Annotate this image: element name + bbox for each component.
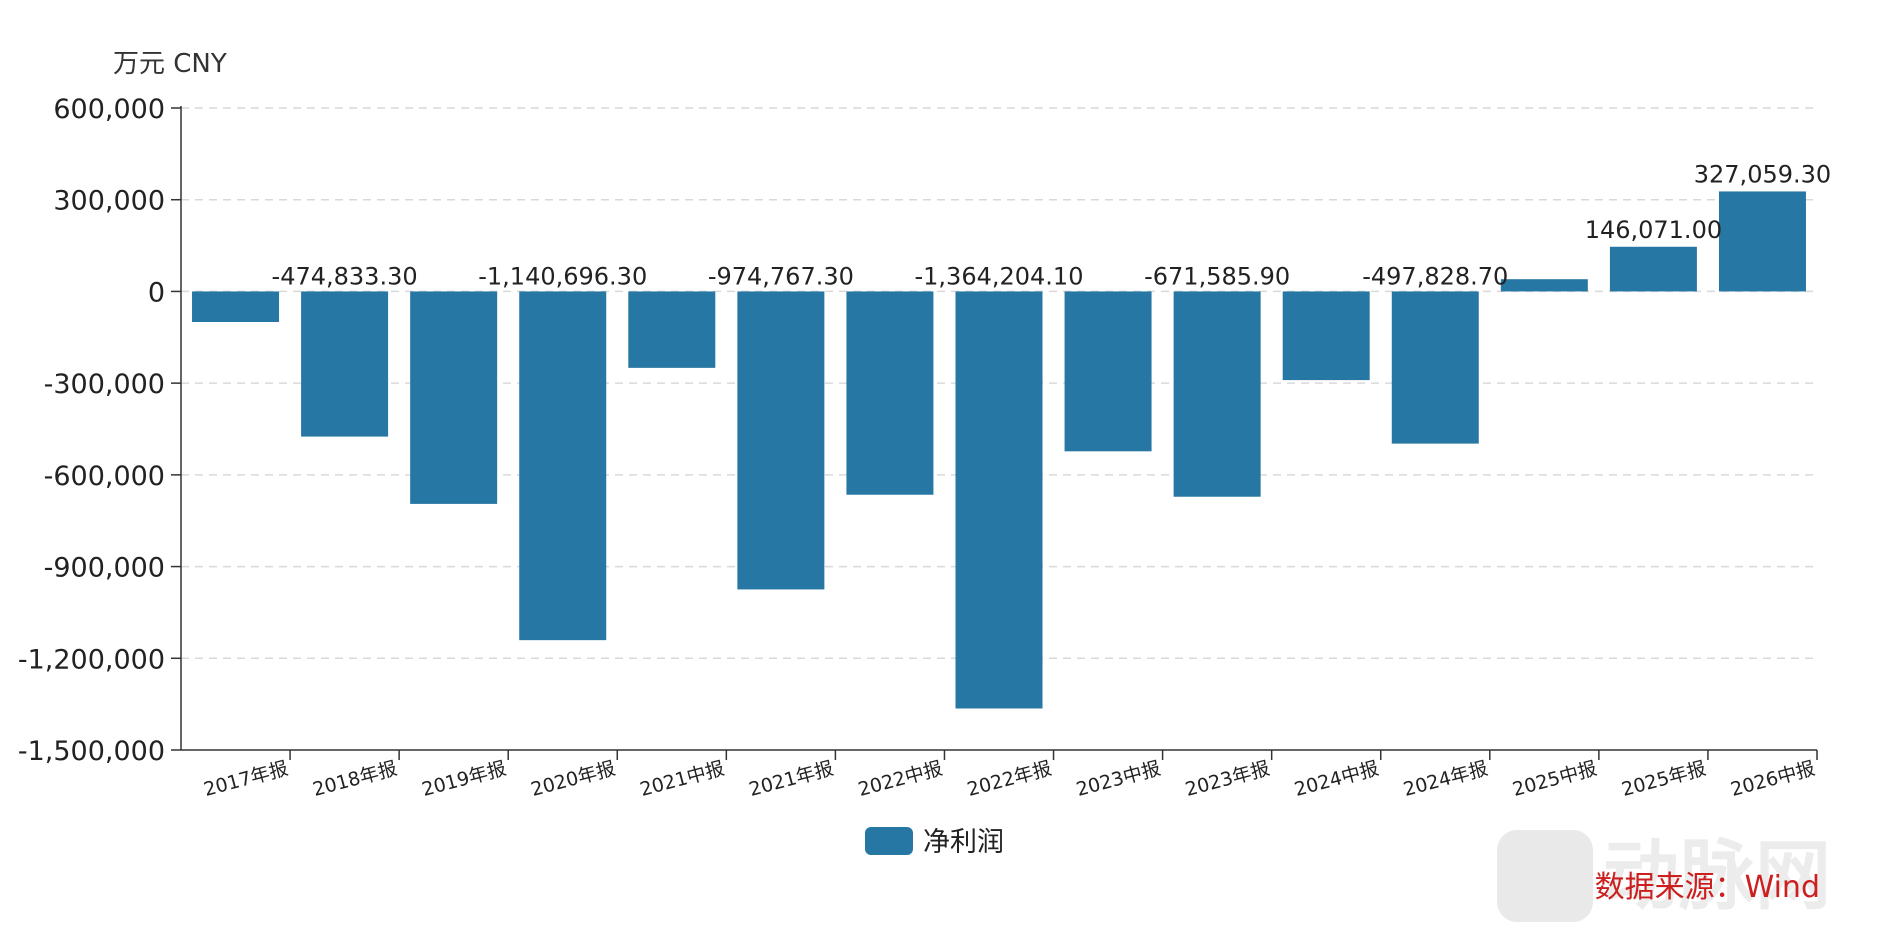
x-tick-label: 2019年报 [420,757,509,801]
y-tick-label: -1,200,000 [18,644,165,675]
bar[interactable] [301,291,389,437]
x-tick-label: 2020年报 [529,757,618,801]
watermark-logo-icon [1497,830,1593,922]
legend[interactable]: 净利润 [865,827,1004,858]
x-tick-label: 2022年报 [965,757,1054,801]
y-tick-label: -900,000 [44,553,165,584]
bar[interactable] [955,291,1043,709]
data-label: 146,071.00 [1585,216,1722,244]
x-tick-label: 2025中报 [1510,757,1599,801]
x-tick-label: 2023中报 [1074,757,1163,801]
y-tick-label: -300,000 [44,369,165,400]
data-labels: -474,833.30 -1,140,696.30 -974,767.30 -1,36… [272,160,1832,290]
x-tick-label: 2022中报 [856,757,945,801]
y-tick-label: 600,000 [53,94,165,125]
x-tick-label: 2024中报 [1292,757,1381,801]
legend-label[interactable]: 净利润 [923,827,1004,858]
bar[interactable] [410,291,498,504]
bar[interactable] [737,291,825,590]
x-tick-label: 2021中报 [638,757,727,801]
bar[interactable] [1173,291,1261,497]
data-label: -1,364,204.10 [915,262,1084,290]
bar[interactable] [519,291,607,641]
y-tick-label: -1,500,000 [18,736,165,767]
bar[interactable] [846,291,934,495]
data-label: -974,767.30 [708,262,854,290]
bars [192,191,1806,709]
x-tick-label: 2026中报 [1728,757,1817,801]
x-tick-label: 2025年报 [1619,757,1708,801]
x-tick-label: 2021年报 [747,757,836,801]
x-tick-label: 2023年报 [1183,757,1272,801]
data-label: -671,585.90 [1144,262,1290,290]
legend-swatch[interactable] [865,827,913,855]
y-tick-label: 0 [148,277,165,308]
y-tick-label: -600,000 [44,461,165,492]
bar[interactable] [628,291,716,368]
y-tick-label: 300,000 [53,186,165,217]
bar[interactable] [1282,291,1370,381]
data-label: -474,833.30 [272,262,418,290]
x-tick-label: 2018年报 [310,757,399,801]
bar[interactable] [192,291,280,322]
data-label: -497,828.70 [1362,262,1508,290]
bar[interactable] [1500,279,1588,292]
bar[interactable] [1718,191,1806,292]
watermark-text: 动脉网 [1603,831,1831,920]
bar[interactable] [1609,246,1697,292]
y-unit-label: 万元 CNY [113,49,227,79]
bar[interactable] [1391,291,1479,444]
data-label: -1,140,696.30 [478,262,647,290]
x-tick-label: 2017年报 [201,757,290,801]
source-label: 数据来源：Wind [1595,870,1820,905]
data-label: 327,059.30 [1694,160,1831,188]
bar[interactable] [1064,291,1152,452]
x-tick-label: 2024年报 [1401,757,1490,801]
watermark: 动脉网 [1497,830,1831,922]
